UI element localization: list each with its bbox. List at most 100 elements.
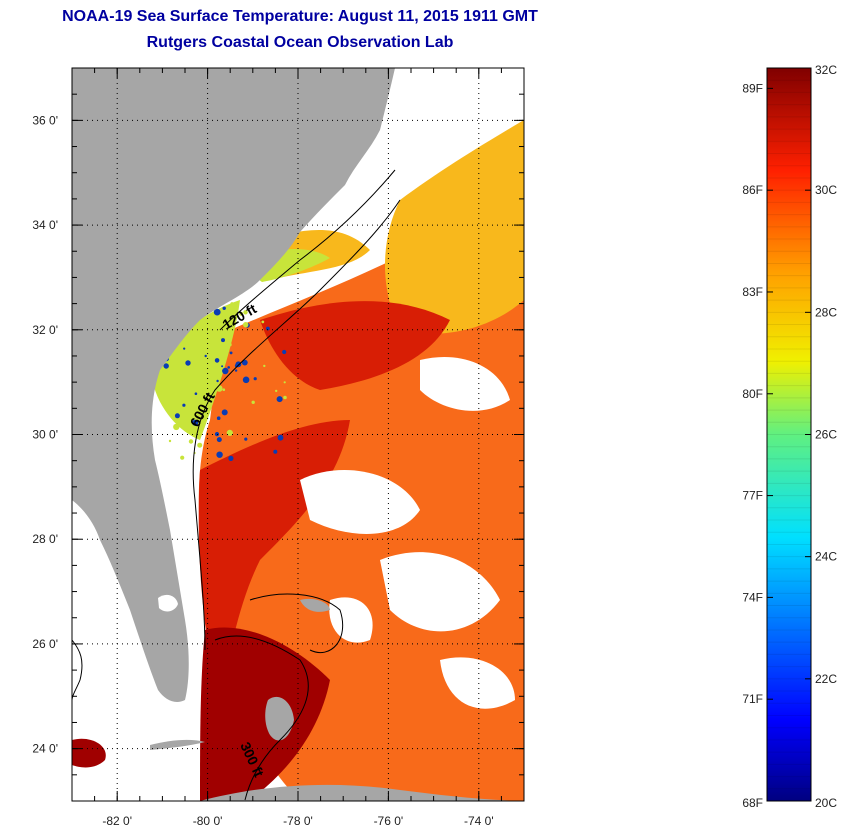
colorbar-gradient (767, 68, 811, 801)
map-area: 120 ft 600 ft 300 ft (72, 68, 524, 801)
cloud-patch (440, 657, 515, 709)
longitude-tick-label: -82 0' (102, 814, 132, 828)
cold-speckle (234, 369, 238, 372)
cold-speckle (227, 366, 230, 369)
latitude-tick-label: 36 0' (32, 113, 58, 127)
longitude-labels: -82 0' -80 0' -78 0' -76 0' -74 0' (102, 814, 493, 828)
cold-speckle (214, 358, 220, 363)
cold-speckle (243, 322, 249, 328)
land (72, 68, 524, 801)
latitude-tick-label: 28 0' (32, 532, 58, 546)
cold-speckle (222, 367, 229, 375)
cold-speckle (283, 395, 287, 400)
cold-speckle (180, 455, 185, 460)
latitude-tick-label: 24 0' (32, 742, 58, 756)
longitude-tick-label: -78 0' (283, 814, 313, 828)
colorbar-celsius-label: 22C (815, 672, 837, 686)
map-gridlines (72, 68, 524, 801)
cold-speckle (275, 389, 278, 393)
colorbar-fahrenheit-label: 80F (742, 387, 763, 401)
colorbar-celsius-label: 28C (815, 305, 837, 319)
contour-line-600ft (192, 199, 401, 651)
contour-line-gulf (72, 639, 83, 701)
lake-okeechobee (158, 594, 178, 612)
cold-speckle (197, 442, 203, 448)
cold-speckle (192, 419, 199, 426)
latitude-tick-label: 34 0' (32, 218, 58, 232)
cloud-patch (329, 597, 373, 643)
cold-speckle (210, 333, 215, 338)
cold-speckle (183, 347, 186, 350)
sst-region-hot-2 (72, 738, 106, 768)
colorbar-celsius-label: 26C (815, 428, 837, 442)
latitude-tick-label: 32 0' (32, 323, 58, 337)
cold-speckle (229, 351, 233, 355)
cold-speckle (263, 364, 266, 368)
cold-speckle (282, 349, 287, 355)
colorbar-fahrenheit-label: 71F (742, 692, 763, 706)
cold-speckle (213, 308, 221, 316)
colorbar-fahrenheit-label: 83F (742, 285, 763, 299)
cold-speckle (273, 449, 278, 454)
contour-line-300ft (214, 635, 309, 801)
cold-speckle (163, 363, 169, 369)
cuba-north-coast (200, 784, 524, 801)
colorbar-celsius-label: 24C (815, 550, 837, 564)
cold-speckle (174, 413, 180, 419)
map-title: NOAA-19 Sea Surface Temperature: August … (62, 8, 538, 25)
colorbar-fahrenheit-label: 77F (742, 489, 763, 503)
latitude-tick-label: 26 0' (32, 637, 58, 651)
cold-speckle (226, 429, 233, 436)
depth-contours (72, 169, 401, 801)
sst-region-hot (200, 627, 330, 801)
map-ticks (71, 67, 525, 802)
colorbar-celsius-label: 20C (815, 796, 837, 810)
sst-region-cold (150, 300, 240, 440)
bahamas-andros (265, 696, 294, 741)
contour-line-120ft (219, 169, 396, 331)
cold-speckle (239, 311, 244, 316)
cold-speckle (222, 388, 226, 392)
cold-speckle (204, 354, 207, 358)
cold-speckle (221, 338, 225, 343)
cold-speckle (228, 455, 234, 461)
cold-speckle (242, 376, 250, 384)
bahamas-island (300, 598, 330, 612)
cold-speckle (244, 437, 248, 441)
us-southeast-mainland (72, 68, 395, 702)
cold-speckle (172, 367, 180, 375)
cold-speckle (182, 403, 186, 407)
sst-region-warm-2 (260, 301, 450, 390)
cold-speckle (216, 451, 223, 458)
cold-speckle (251, 400, 255, 404)
cold-speckle (168, 439, 172, 443)
cold-speckle (230, 302, 234, 306)
cold-speckle (235, 361, 242, 368)
cold-speckle (216, 416, 221, 421)
colorbar-bands (767, 79, 811, 790)
florida-keys (150, 739, 205, 750)
cold-speckle (222, 306, 226, 310)
colorbar-celsius-labels: 32C 30C 28C 26C 24C 22C 20C (805, 63, 837, 810)
longitude-tick-label: -76 0' (374, 814, 404, 828)
sst-region-cool (385, 120, 524, 334)
cold-speckle (227, 342, 232, 347)
cold-speckle (216, 437, 222, 443)
latitude-labels: 36 0' 34 0' 32 0' 30 0' 28 0' 26 0' 24 0' (32, 113, 58, 755)
cloud-patch (300, 470, 420, 534)
colorbar-fahrenheit-labels: 89F 86F 83F 80F 77F 74F 71F 68F (742, 81, 773, 810)
cold-speckle (283, 381, 286, 384)
map-subtitle: Rutgers Coastal Ocean Observation Lab (146, 34, 454, 51)
cold-speckle (266, 326, 270, 331)
colorbar-celsius-label: 30C (815, 183, 837, 197)
longitude-tick-label: -74 0' (464, 814, 494, 828)
longitude-tick-label: -80 0' (193, 814, 223, 828)
cold-speckle (261, 320, 265, 324)
cold-speckle (276, 396, 283, 403)
colorbar-fahrenheit-label: 74F (742, 590, 763, 604)
cold-speckle (188, 439, 194, 444)
cold-speckle (191, 335, 198, 341)
cold-speckle (184, 382, 188, 387)
colorbar: 32C 30C 28C 26C 24C 22C 20C 89F 86F 83F 80F 77F 74F… (742, 63, 837, 810)
cold-speckle (185, 360, 191, 366)
